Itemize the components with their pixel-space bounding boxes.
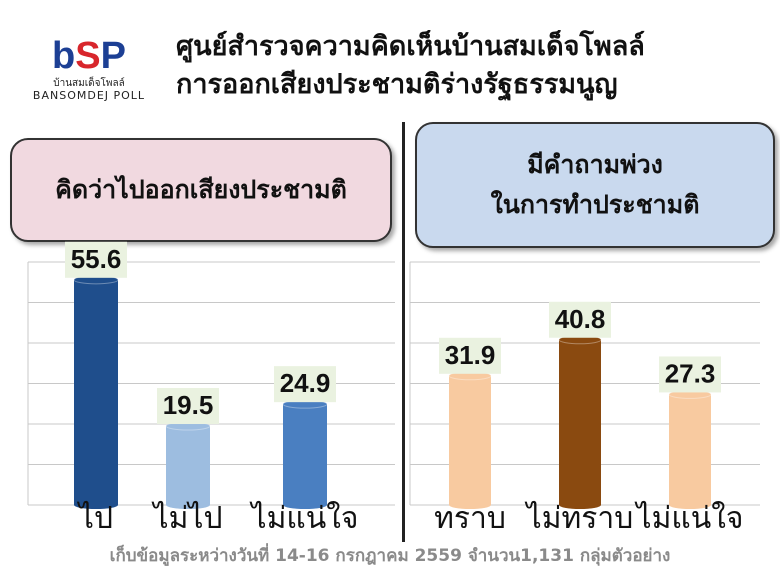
category-label: ไม่ไป: [152, 500, 223, 536]
bsp-logo-mark: bSP: [52, 35, 126, 77]
logo-caption: บ้านสมเด็จโพลล์ BANSOMDEJ POLL: [14, 78, 164, 102]
right-question-panel: มีคำถามพ่วง ในการทำประชามติ: [415, 122, 775, 248]
category-label: ทราบ: [434, 501, 506, 536]
data-label: 19.5: [163, 390, 214, 420]
logo-mark-text: bSP: [52, 35, 126, 77]
category-label: ไป: [77, 500, 113, 536]
data-label: 31.9: [445, 340, 496, 370]
center-divider: [402, 122, 405, 542]
footer-note: เก็บข้อมูลระหว่างวันที่ 14-16 กรกฎาคม 25…: [109, 546, 671, 566]
logo-english-name: BANSOMDEJ POLL: [32, 89, 146, 102]
bar: [449, 375, 491, 505]
data-label: 27.3: [665, 358, 716, 388]
left-question-panel: คิดว่าไปออกเสียงประชามติ: [10, 138, 392, 242]
logo-thai-name: บ้านสมเด็จโพลล์: [53, 78, 125, 89]
bar: [669, 394, 711, 505]
page-title: ศูนย์สำรวจความคิดเห็นบ้านสมเด็จโพลล์ การ…: [176, 28, 776, 104]
data-label-box: [274, 366, 336, 403]
category-label: ไม่แน่ใจ: [250, 500, 359, 536]
data-label-box: [65, 241, 127, 278]
data-label-box: [157, 388, 219, 425]
logo: bSP บ้านสมเด็จโพลล์ BANSOMDEJ POLL: [14, 30, 164, 110]
bar: [283, 404, 327, 505]
right-question-line-1: มีคำถามพ่วง: [527, 150, 663, 179]
right-question-line-2: ในการทำประชามติ: [490, 190, 700, 219]
bar: [166, 426, 210, 505]
bar-base: [166, 501, 210, 509]
data-label: 55.6: [71, 244, 122, 274]
bar-base: [669, 501, 711, 509]
bar-base: [559, 501, 601, 509]
bar: [74, 279, 118, 505]
data-label-box: [549, 301, 611, 338]
bar-base: [283, 501, 327, 509]
bar: [559, 339, 601, 505]
bar-base: [74, 501, 118, 509]
title-line-1: ศูนย์สำรวจความคิดเห็นบ้านสมเด็จโพลล์: [176, 31, 645, 62]
category-label: ไม่แน่ใจ: [635, 500, 744, 536]
left-question-label: คิดว่าไปออกเสียงประชามติ: [55, 175, 347, 204]
data-label: 24.9: [280, 368, 331, 398]
data-label-box: [659, 356, 721, 393]
title-line-2: การออกเสียงประชามติร่างรัฐธรรมนูญ: [176, 69, 618, 100]
bar-base: [449, 501, 491, 509]
category-label: ไม่ทราบ: [525, 500, 634, 536]
data-label-box: [439, 337, 501, 374]
data-label: 40.8: [555, 304, 606, 334]
